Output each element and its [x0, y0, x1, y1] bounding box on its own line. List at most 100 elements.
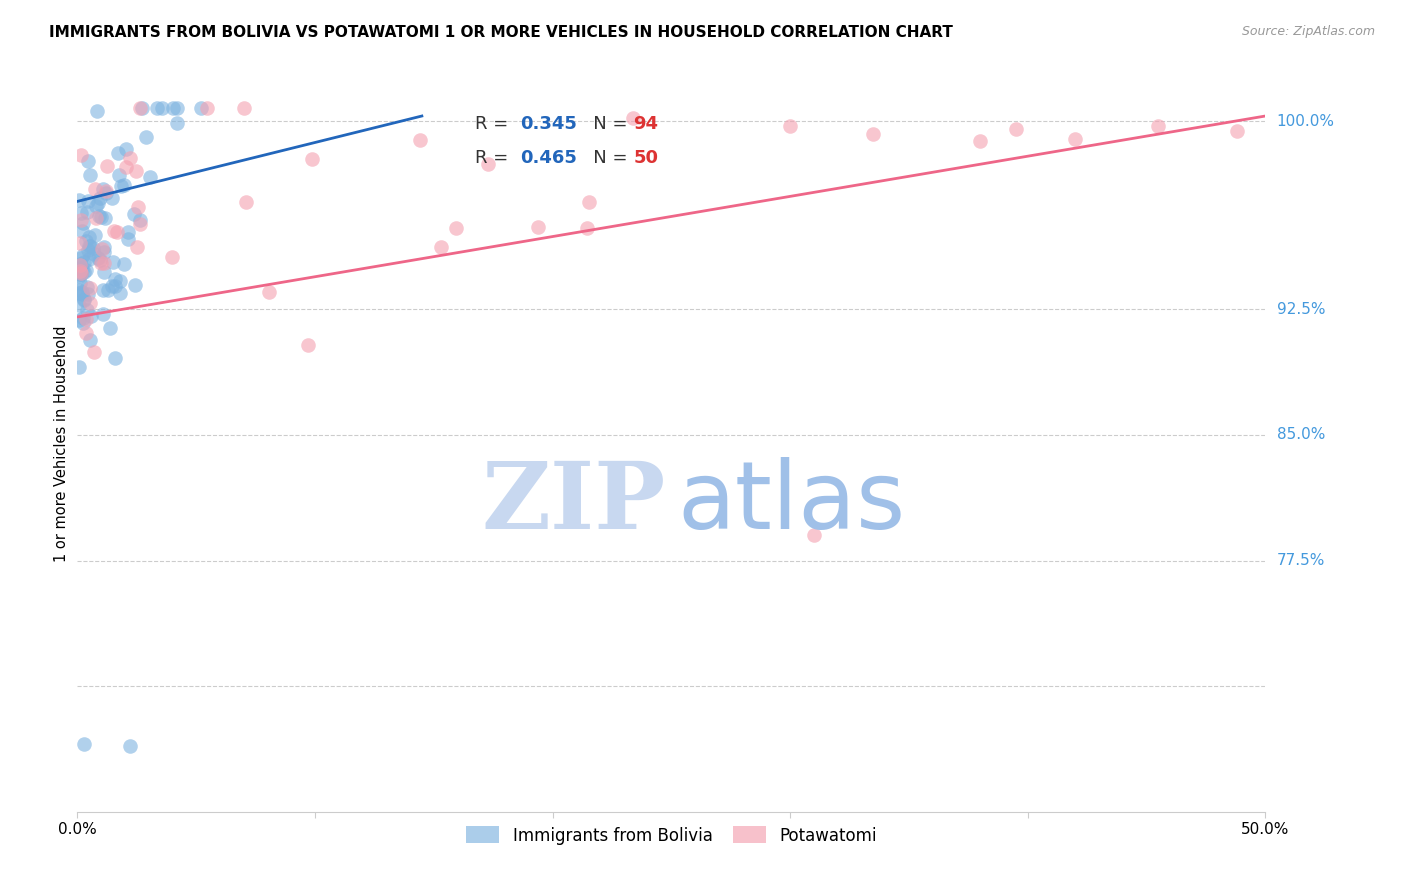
Point [235, 195, 257, 210]
Point [108, 169, 131, 183]
Point [96, 160, 118, 174]
Point [72, 311, 94, 326]
Point [70, 263, 93, 277]
Text: 94: 94 [633, 115, 658, 134]
Point [108, 274, 131, 288]
Point [69, 236, 91, 251]
Point [67, 313, 90, 327]
Point [67, 268, 90, 283]
Point [105, 225, 128, 239]
Point [131, 102, 153, 116]
Point [77, 229, 100, 244]
Point [76, 205, 98, 219]
Point [69, 264, 91, 278]
Point [93, 239, 115, 253]
Point [84, 211, 107, 225]
Point [135, 130, 157, 145]
Point [90, 242, 112, 256]
Point [79, 334, 101, 348]
Point [87, 209, 110, 223]
Point [576, 221, 599, 235]
Point [72, 317, 94, 331]
Point [76, 302, 98, 317]
Point [90, 256, 112, 270]
Text: N =: N = [576, 115, 634, 134]
Point [101, 255, 124, 269]
Point [75, 234, 97, 248]
Point [73, 265, 96, 279]
Point [477, 157, 499, 171]
Point [87, 195, 110, 210]
Point [128, 217, 150, 231]
Text: 0.465: 0.465 [520, 149, 578, 167]
Point [83, 247, 105, 261]
Text: R =: R = [475, 149, 515, 167]
Point [118, 739, 141, 754]
Point [127, 240, 149, 254]
Point [91, 283, 114, 297]
Point [124, 278, 146, 293]
Point [76, 280, 98, 294]
Text: 0.345: 0.345 [520, 115, 578, 134]
Point [297, 338, 319, 352]
Point [117, 232, 139, 246]
Point [166, 102, 188, 116]
Point [83, 345, 105, 359]
Point [107, 146, 129, 161]
Point [69, 276, 91, 290]
Point [118, 152, 141, 166]
Point [86, 104, 108, 119]
Point [67, 298, 90, 312]
Point [117, 225, 139, 239]
Point [79, 239, 101, 253]
Legend: Immigrants from Bolivia, Potawatomi: Immigrants from Bolivia, Potawatomi [460, 820, 883, 851]
Point [803, 528, 825, 542]
Point [75, 263, 97, 277]
Text: IMMIGRANTS FROM BOLIVIA VS POTAWATOMI 1 OR MORE VEHICLES IN HOUSEHOLD CORRELATIO: IMMIGRANTS FROM BOLIVIA VS POTAWATOMI 1 … [49, 25, 953, 40]
Point [69, 258, 91, 272]
Text: N =: N = [576, 149, 634, 167]
Point [67, 285, 90, 300]
Point [67, 360, 90, 375]
Point [101, 191, 124, 205]
Point [73, 737, 96, 751]
Point [94, 185, 117, 199]
Point [79, 296, 101, 310]
Point [257, 285, 280, 300]
Point [125, 164, 148, 178]
Point [108, 285, 131, 300]
Point [128, 212, 150, 227]
Point [166, 116, 188, 130]
Point [301, 152, 323, 166]
Point [114, 178, 136, 192]
Text: Source: ZipAtlas.com: Source: ZipAtlas.com [1241, 25, 1375, 38]
Point [93, 182, 115, 196]
Point [90, 210, 112, 224]
Text: ZIP: ZIP [481, 458, 665, 548]
Point [76, 244, 98, 258]
Point [69, 260, 91, 275]
Text: atlas: atlas [678, 457, 905, 549]
Point [70, 285, 93, 299]
Point [75, 311, 97, 326]
Point [139, 170, 162, 185]
Point [195, 102, 218, 116]
Point [72, 248, 94, 262]
Point [779, 119, 801, 133]
Point [103, 224, 125, 238]
Point [70, 224, 93, 238]
Point [75, 326, 97, 340]
Point [1064, 131, 1087, 145]
Point [83, 227, 105, 242]
Point [96, 186, 118, 200]
Point [70, 206, 93, 220]
Point [80, 310, 103, 324]
Point [527, 220, 550, 235]
Point [98, 320, 121, 334]
Point [73, 292, 96, 306]
Point [101, 279, 124, 293]
Point [160, 250, 183, 264]
Point [84, 182, 107, 196]
Point [79, 281, 101, 295]
Point [69, 267, 91, 281]
